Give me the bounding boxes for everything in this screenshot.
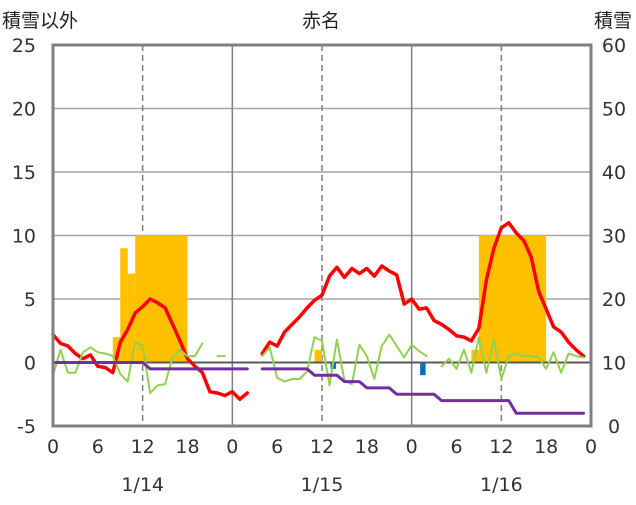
snowfall-bar: [478, 235, 547, 363]
y-tick-label-left: 10: [12, 226, 36, 248]
y-tick-label-left: -5: [17, 416, 36, 438]
x-tick-label: 0: [406, 436, 418, 458]
y-tick-label-left: 15: [12, 162, 36, 184]
y-tick-label-right: 20: [602, 289, 626, 311]
y-tick-label-left: 5: [24, 289, 36, 311]
plot-frame-group: [51, 43, 593, 428]
y-axis-right-label: 積雪: [594, 10, 632, 32]
date-label: 1/16: [480, 474, 523, 496]
y-tick-label-right: 60: [602, 35, 626, 57]
y-tick-label-left: 25: [12, 35, 36, 57]
temperature-line: [51, 297, 250, 402]
wind-line: [52, 341, 204, 394]
y-tick-label-left: 0: [24, 353, 36, 375]
snow_depth-line: [260, 367, 585, 415]
temperature-line: [260, 221, 586, 358]
date-label: 1/14: [121, 474, 164, 496]
x-tick-label: 0: [585, 436, 597, 458]
series-lines: [51, 221, 586, 415]
wind-line: [261, 333, 428, 387]
y-tick-label-right: 10: [602, 353, 626, 375]
x-tick-label: 6: [450, 436, 462, 458]
x-tick-label: 0: [47, 436, 59, 458]
date-label: 1/15: [301, 474, 344, 496]
y-tick-label-left: 20: [12, 99, 36, 121]
y-tick-label-right: 40: [602, 162, 626, 184]
x-tick-label: 12: [489, 436, 513, 458]
x-tick-label: 18: [355, 436, 379, 458]
x-tick-label: 12: [131, 436, 155, 458]
snow_depth-line: [51, 361, 249, 371]
wind-line: [440, 336, 585, 380]
y-axis-left-label: 積雪以外: [2, 10, 78, 32]
snowfall-bar: [120, 248, 128, 363]
x-tick-label: 18: [175, 436, 199, 458]
x-tick-label: 12: [310, 436, 334, 458]
chart-title: 赤名: [302, 10, 340, 32]
x-tick-label: 6: [271, 436, 283, 458]
x-tick-label: 18: [534, 436, 558, 458]
y-tick-label-right: 30: [602, 226, 626, 248]
y-tick-label-right: 0: [608, 416, 620, 438]
snowfall-bar: [112, 337, 121, 363]
snowfall-bar: [314, 349, 322, 363]
x-tick-label: 0: [226, 436, 238, 458]
plot-frame: [51, 43, 593, 428]
precip-bar: [420, 362, 426, 376]
y-tick-label-right: 50: [602, 99, 626, 121]
x-tick-label: 6: [92, 436, 104, 458]
